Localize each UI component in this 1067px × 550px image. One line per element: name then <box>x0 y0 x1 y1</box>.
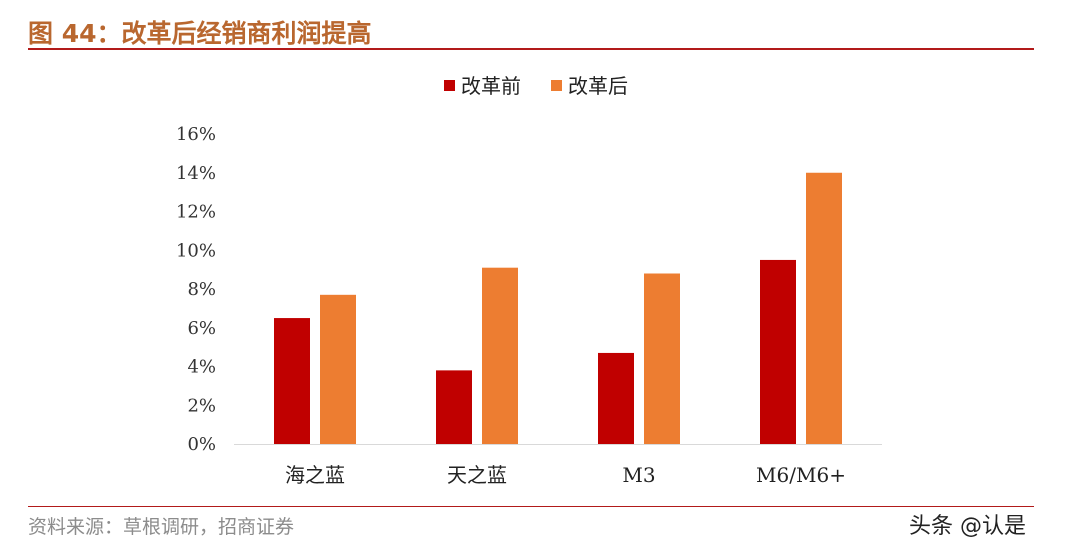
x-category-label: 天之蓝 <box>447 463 507 487</box>
legend-label: 改革前 <box>461 74 521 98</box>
y-tick-label: 2% <box>187 395 216 416</box>
bar-before-3 <box>760 259 796 444</box>
bar-before-0 <box>274 318 310 444</box>
bar-after-3 <box>806 172 842 444</box>
x-axis: 海之蓝 天之蓝 M3 M6/M6+ <box>234 444 882 487</box>
bar-before-2 <box>598 352 634 444</box>
y-tick-label: 16% <box>176 124 216 145</box>
title-divider <box>28 48 1034 50</box>
bar-after-1 <box>482 267 518 444</box>
y-axis: 0% 2% 4% 6% 8% 10% 12% 14% 16% <box>176 124 216 455</box>
y-tick-label: 4% <box>187 357 216 378</box>
legend-label: 改革后 <box>568 74 628 98</box>
source-note: 资料来源：草根调研，招商证券 <box>28 516 295 538</box>
y-tick-label: 14% <box>176 163 216 184</box>
chart-legend: 改革前 改革后 <box>444 74 628 98</box>
bar-before-1 <box>436 370 472 444</box>
legend-swatch <box>551 80 562 91</box>
legend-swatch <box>444 80 455 91</box>
bar-after-2 <box>644 273 680 444</box>
figure-title: 图 44：改革后经销商利润提高 <box>28 19 372 48</box>
y-tick-label: 10% <box>176 240 216 261</box>
y-tick-label: 12% <box>176 202 216 223</box>
watermark: 头条 @认是 <box>909 514 1026 539</box>
x-category-label: 海之蓝 <box>285 463 345 487</box>
y-tick-label: 6% <box>187 318 216 339</box>
y-tick-label: 0% <box>187 434 216 455</box>
x-category-label: M3 <box>622 463 655 487</box>
bar-series <box>274 172 842 444</box>
y-tick-label: 8% <box>187 279 216 300</box>
footer-divider <box>28 506 1034 507</box>
bar-after-0 <box>320 294 356 444</box>
x-category-label: M6/M6+ <box>756 463 846 487</box>
